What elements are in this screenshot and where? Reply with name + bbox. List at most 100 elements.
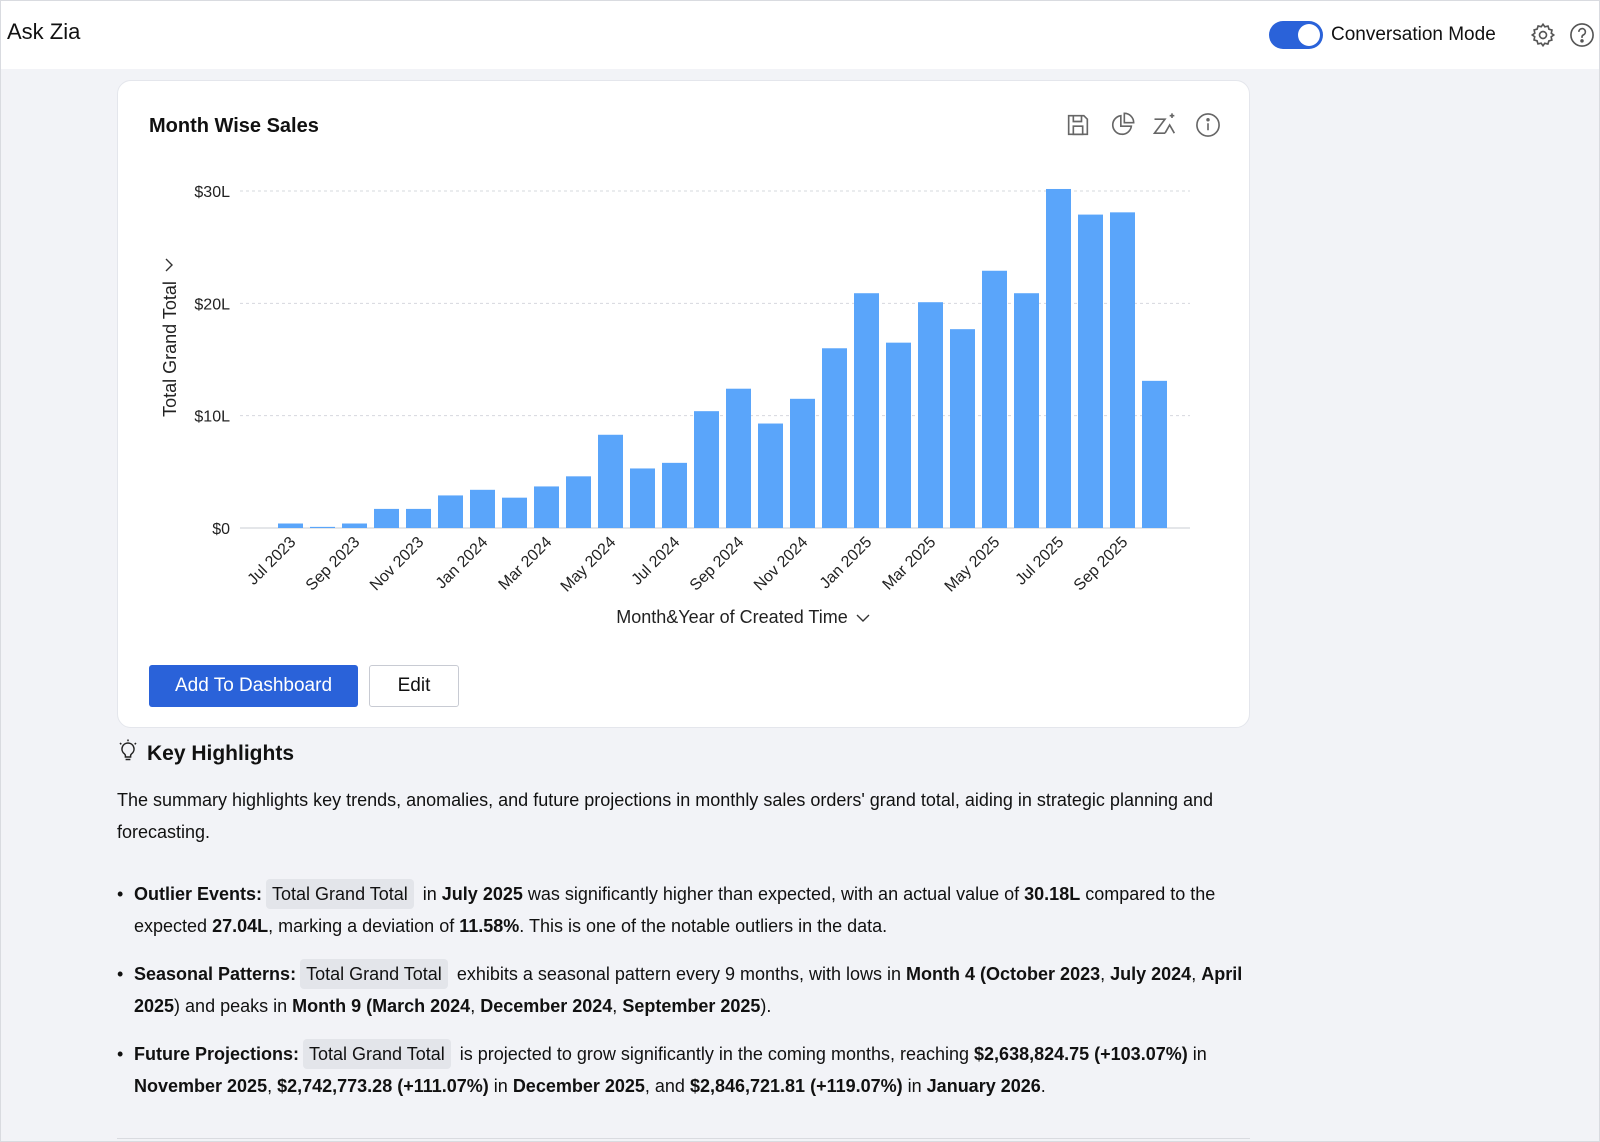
text: , marking a deviation of (268, 916, 460, 936)
bar (918, 302, 943, 528)
bold-text: (October 2023 (975, 964, 1101, 984)
bar (726, 388, 751, 528)
x-tick-label: Nov 2023 (367, 534, 428, 595)
text: compared to the expected (134, 884, 1216, 936)
y-tick-label: $30L (194, 184, 230, 201)
x-tick-label: Sep 2023 (303, 534, 364, 595)
chart-card: Month Wise Sales (117, 80, 1250, 728)
bold-text: July 2025 (441, 884, 523, 904)
bold-text: Month 9 (292, 996, 362, 1016)
bold-text: Month 4 (906, 964, 976, 984)
bold-text: November 2025 (134, 1076, 268, 1096)
x-axis-chevron-icon (856, 614, 870, 622)
bold-text: 30.18L (1024, 884, 1081, 904)
info-icon[interactable] (1194, 111, 1224, 141)
bold-text: $2,846,721.81 (689, 1076, 806, 1096)
save-icon[interactable] (1064, 111, 1094, 141)
highlights-list: Outlier Events: Total Grand Total in July… (117, 878, 1250, 1102)
edit-button[interactable]: Edit (369, 665, 459, 707)
text: in (488, 1076, 513, 1096)
bold-text: September 2025 (622, 996, 761, 1016)
chart-title: Month Wise Sales (149, 115, 319, 137)
bold-text: (+119.07%) (805, 1076, 903, 1096)
item-label: Future Projections: (134, 1044, 300, 1064)
x-tick-label: Jul 2023 (245, 534, 300, 589)
y-tick-label: $20L (194, 296, 230, 313)
bar (438, 495, 463, 528)
bar (662, 462, 687, 528)
x-tick-label: May 2024 (558, 534, 620, 596)
top-bar: Ask Zia Conversation Mode (1, 1, 1599, 69)
conversation-mode-toggle[interactable] (1269, 21, 1323, 49)
text: exhibits a seasonal pattern every 9 mont… (451, 964, 907, 984)
ai-visualize-icon[interactable] (1151, 111, 1181, 141)
summary-text: The summary highlights key trends, anoma… (117, 790, 1214, 842)
key-highlights-header: Key Highlights (117, 739, 1250, 768)
bar (790, 398, 815, 528)
bold-text: (+103.07%) (1089, 1044, 1188, 1064)
bold-text: $2,638,824.75 (974, 1044, 1090, 1064)
x-tick-label: May 2025 (942, 534, 1004, 596)
text: is projected to grow significantly in th… (454, 1044, 975, 1064)
text: in (902, 1076, 927, 1096)
outlier-events-item: Outlier Events:Total Grand Total in July… (117, 878, 1250, 942)
bar (342, 523, 367, 528)
y-tick-label: $0 (212, 521, 230, 538)
x-tick-label: Jan 2025 (817, 534, 876, 593)
text: . (1040, 1076, 1046, 1096)
bar (982, 270, 1007, 528)
text: . This is one of the notable outliers in… (519, 916, 888, 936)
x-tick-label: Nov 2024 (751, 534, 812, 595)
x-tick-label: Sep 2025 (1071, 534, 1132, 595)
x-tick-label: Jul 2025 (1013, 534, 1068, 589)
bar (1142, 380, 1167, 528)
item-label: Outlier Events: (134, 884, 263, 904)
future-projections-item: Future Projections:Total Grand Total is … (117, 1038, 1250, 1102)
bold-text: December 2025 (512, 1076, 645, 1096)
text: in (417, 884, 442, 904)
seasonal-patterns-item: Seasonal Patterns:Total Grand Total exhi… (117, 958, 1250, 1022)
text: , (1100, 964, 1111, 984)
text: , and (644, 1076, 690, 1096)
bar (630, 468, 655, 528)
text: , (1191, 964, 1202, 984)
settings-gear-icon[interactable] (1529, 21, 1557, 49)
text: in (1187, 1044, 1207, 1064)
x-tick-label: Sep 2024 (687, 534, 748, 595)
text: , (612, 996, 623, 1016)
bar (950, 329, 975, 528)
metric-chip: Total Grand Total (300, 959, 448, 989)
bar (278, 523, 303, 528)
item-label: Seasonal Patterns: (134, 964, 297, 984)
x-axis-label: Month&Year of Created Time (616, 607, 847, 627)
pie-chart-icon[interactable] (1108, 111, 1138, 141)
text: was significantly higher than expected, … (522, 884, 1025, 904)
bar (406, 508, 431, 528)
metric-chip: Total Grand Total (303, 1039, 451, 1069)
bar (1110, 212, 1135, 529)
bold-text: 27.04L (212, 916, 269, 936)
bold-text: 11.58% (459, 916, 520, 936)
bold-text: December 2024 (480, 996, 613, 1016)
conversation-mode-label: Conversation Mode (1331, 24, 1496, 45)
bar (566, 476, 591, 528)
toggle-knob (1298, 24, 1320, 46)
x-tick-label: Mar 2025 (880, 534, 940, 594)
bold-text: April 2025 (134, 964, 1243, 1016)
y-axis-label: Total Grand Total (160, 281, 180, 417)
bar (374, 508, 399, 528)
key-highlights-title: Key Highlights (147, 741, 295, 765)
help-icon[interactable] (1568, 21, 1596, 49)
bar (1078, 214, 1103, 528)
add-to-dashboard-button[interactable]: Add To Dashboard (149, 665, 358, 707)
bar (534, 486, 559, 528)
app-title: Ask Zia (7, 19, 81, 44)
bold-text: July 2024 (1110, 964, 1192, 984)
bar (470, 489, 495, 528)
bar (758, 423, 783, 528)
x-tick-label: Jul 2024 (629, 534, 684, 589)
x-tick-label: Mar 2024 (496, 534, 556, 594)
bold-text: (March 2024 (361, 996, 471, 1016)
bar (1014, 293, 1039, 528)
